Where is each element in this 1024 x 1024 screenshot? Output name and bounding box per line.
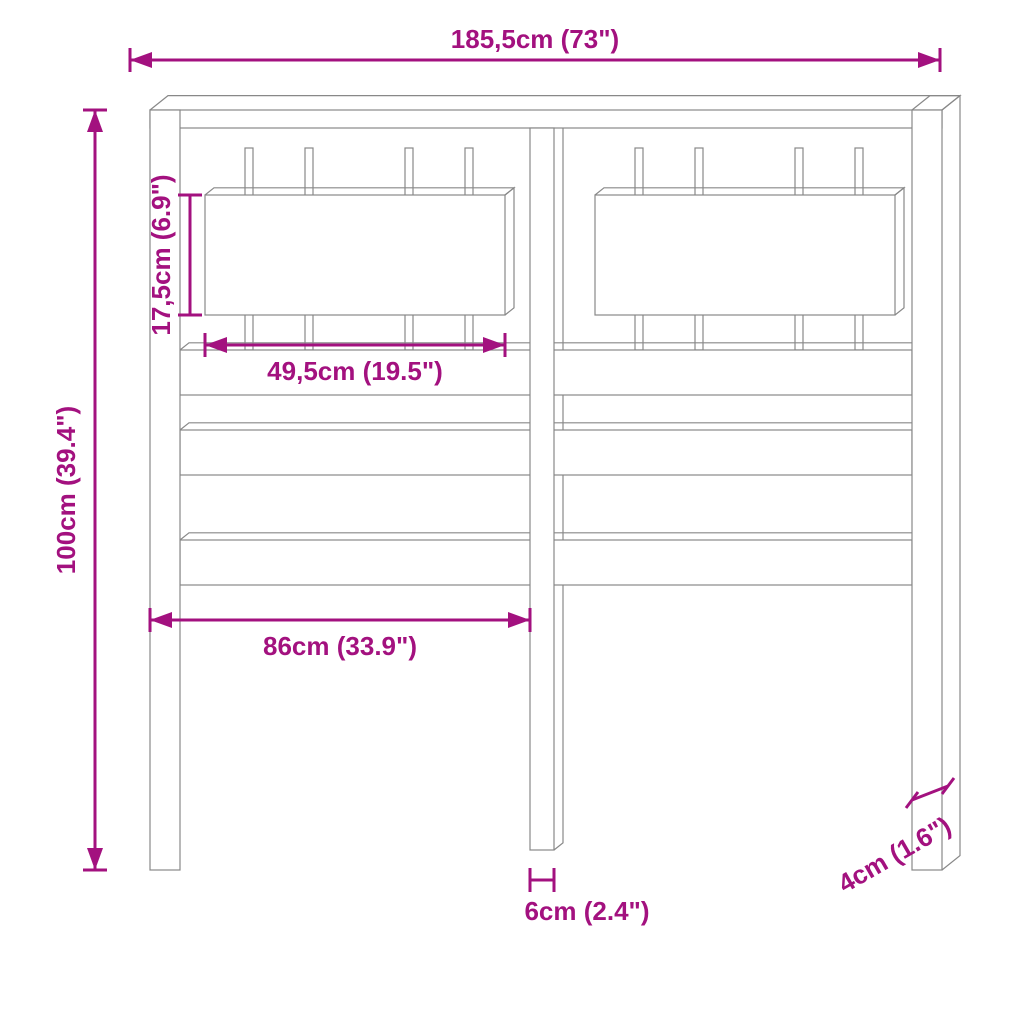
dim-panel-w: 49,5cm (19.5") bbox=[267, 356, 443, 386]
dim-height: 100cm (39.4") bbox=[51, 406, 81, 574]
dim-midpost: 6cm (2.4") bbox=[524, 896, 649, 926]
dim-width: 185,5cm (73") bbox=[451, 24, 619, 54]
dim-panel-h: 17,5cm (6.9") bbox=[146, 174, 176, 335]
dim-half: 86cm (33.9") bbox=[263, 631, 417, 661]
